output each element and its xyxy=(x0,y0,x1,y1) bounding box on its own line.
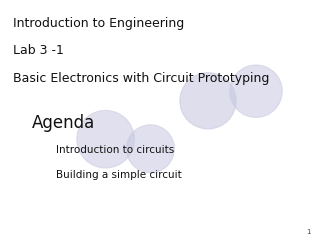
Text: Introduction to circuits: Introduction to circuits xyxy=(56,145,174,155)
Ellipse shape xyxy=(77,110,134,168)
Text: 1: 1 xyxy=(306,229,310,235)
Text: Lab 3 -1: Lab 3 -1 xyxy=(13,44,64,57)
Ellipse shape xyxy=(180,73,236,129)
Text: Introduction to Engineering: Introduction to Engineering xyxy=(13,17,184,30)
Text: Basic Electronics with Circuit Prototyping: Basic Electronics with Circuit Prototypi… xyxy=(13,72,269,85)
Text: Agenda: Agenda xyxy=(32,114,95,132)
Text: Building a simple circuit: Building a simple circuit xyxy=(56,170,182,180)
Ellipse shape xyxy=(126,125,174,173)
Ellipse shape xyxy=(230,65,282,117)
